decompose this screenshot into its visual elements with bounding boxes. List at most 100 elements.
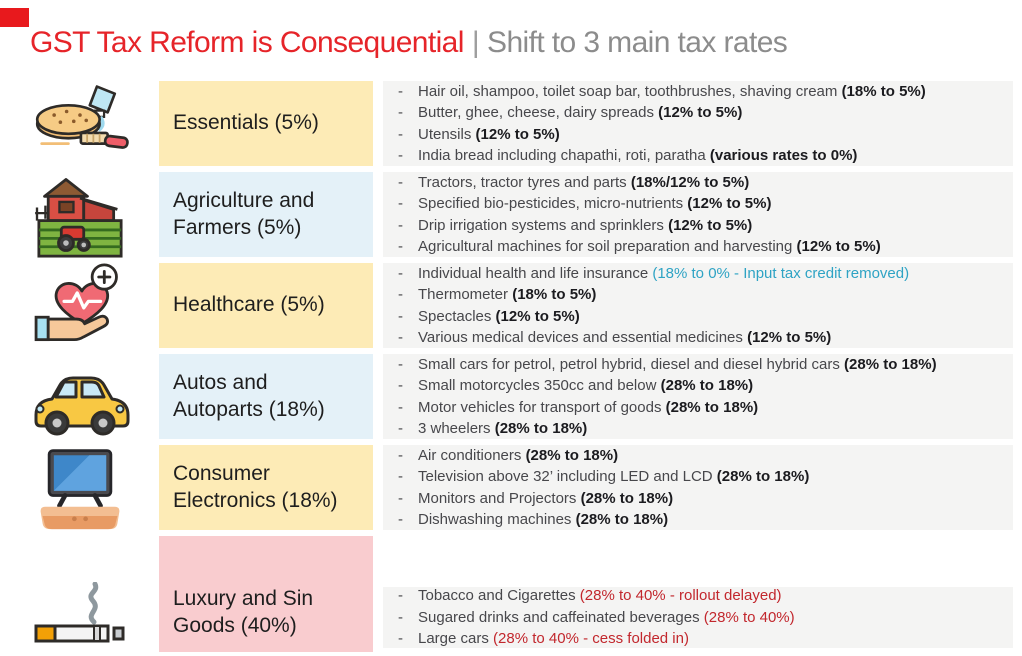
rate-change-note: (12% to 5%) bbox=[668, 216, 753, 234]
bullet-text: Dishwashing machines (28% to 18%) bbox=[418, 510, 669, 528]
bullet-dash: - bbox=[398, 398, 403, 416]
bullet-text: Butter, ghee, cheese, dairy spreads (12%… bbox=[418, 104, 743, 122]
bullet-item: - Monitors and Projectors (28% to 18%) bbox=[398, 488, 1005, 509]
bullet-dash: - bbox=[398, 489, 403, 507]
rate-change-note: (12% to 5%) bbox=[796, 237, 881, 255]
rate-change-note: (28% to 18%) bbox=[844, 355, 937, 373]
category-rows: Essentials (5%) - Hair oil, shampoo, toil… bbox=[0, 81, 1022, 652]
category-label-box: Healthcare (5%) bbox=[159, 263, 373, 348]
bullet-dash: - bbox=[398, 195, 403, 213]
bullet-text: Drip irrigation systems and sprinklers (… bbox=[418, 216, 753, 234]
bread-toothbrush-icon bbox=[0, 81, 159, 166]
bullet-text: Small cars for petrol, petrol hybrid, di… bbox=[418, 355, 937, 373]
row-essentials: Essentials (5%) - Hair oil, shampoo, toil… bbox=[0, 81, 1022, 166]
bullet-item: - Agricultural machines for soil preparat… bbox=[398, 236, 1005, 257]
bullet-item: - Dishwashing machines (28% to 18%) bbox=[398, 509, 1005, 530]
bullet-text: Television above 32’ including LED and L… bbox=[418, 468, 810, 486]
rate-change-note: (18% to 0% - Input tax credit removed) bbox=[652, 264, 910, 282]
farm-icon bbox=[0, 172, 159, 258]
row-autos: Autos and Autoparts (18%) - Small cars fo… bbox=[0, 354, 1022, 439]
bullet-item: - Spectacles (12% to 5%) bbox=[398, 306, 1005, 327]
bullet-dash: - bbox=[398, 286, 403, 304]
category-label: Agriculture and Farmers (5%) bbox=[173, 188, 315, 239]
bullet-item: - Drip irrigation systems and sprinklers … bbox=[398, 215, 1005, 236]
rate-change-note: (12% to 5%) bbox=[747, 328, 832, 346]
heart-hand-icon bbox=[0, 262, 159, 348]
item-list: - Air conditioners (28% to 18%) - Televisio… bbox=[383, 445, 1013, 530]
item-list: - Tractors, tractor tyres and parts (18%/… bbox=[383, 172, 1013, 257]
bullet-text: Motor vehicles for transport of goods (2… bbox=[418, 398, 759, 416]
rate-change-note: (18% to 5%) bbox=[512, 286, 597, 304]
television-icon bbox=[0, 445, 159, 530]
bullet-item: - Tractors, tractor tyres and parts (18%/… bbox=[398, 172, 1005, 193]
bullet-text: Thermometer (18% to 5%) bbox=[418, 286, 597, 304]
rate-change-note: (12% to 5%) bbox=[658, 104, 743, 122]
bullet-text: Large cars (28% to 40% - cess folded in) bbox=[418, 630, 689, 648]
item-list: - Small cars for petrol, petrol hybrid, d… bbox=[383, 354, 1013, 439]
bullet-dash: - bbox=[398, 446, 403, 464]
bullet-text: Small motorcycles 350cc and below (28% t… bbox=[418, 377, 754, 395]
bullet-dash: - bbox=[398, 608, 403, 626]
bullet-text: Spectacles (12% to 5%) bbox=[418, 307, 580, 325]
bullet-dash: - bbox=[398, 264, 403, 282]
category-label-box: Essentials (5%) bbox=[159, 81, 373, 166]
rate-change-note: (28% to 18%) bbox=[494, 419, 588, 437]
category-label: Consumer Electronics (18%) bbox=[173, 461, 338, 512]
bullet-dash: - bbox=[398, 146, 403, 164]
bullet-dash: - bbox=[398, 328, 403, 346]
cigarette-icon bbox=[0, 536, 159, 652]
rate-change-note: (18% to 5%) bbox=[841, 82, 926, 100]
bullet-dash: - bbox=[398, 377, 403, 395]
bullet-dash: - bbox=[398, 630, 403, 648]
rate-change-note: (28% to 18%) bbox=[580, 489, 674, 507]
slide-title: GST Tax Reform is Consequential | Shift to… bbox=[30, 26, 788, 60]
category-label-box: Luxury and Sin Goods (40%) bbox=[159, 536, 373, 652]
bullet-text: Individual health and life insurance (18… bbox=[418, 264, 910, 282]
bullet-dash: - bbox=[398, 468, 403, 486]
bullet-dash: - bbox=[398, 237, 403, 255]
bullet-text: Tractors, tractor tyres and parts (18%/1… bbox=[418, 173, 750, 191]
rate-change-note: (12% to 5%) bbox=[495, 307, 580, 325]
bullet-item: - India bread including chapathi, roti, p… bbox=[398, 145, 1005, 166]
rate-change-note: (various rates to 0%) bbox=[709, 146, 858, 164]
bullet-item: - Individual health and life insurance (1… bbox=[398, 263, 1005, 284]
bullet-dash: - bbox=[398, 510, 403, 528]
bullet-dash: - bbox=[398, 355, 403, 373]
rate-change-note: (28% to 18%) bbox=[525, 446, 619, 464]
bullet-item: - Sugared drinks and caffeinated beverage… bbox=[398, 607, 1005, 628]
category-label: Luxury and Sin Goods (40%) bbox=[173, 587, 314, 637]
item-list: - Hair oil, shampoo, toilet soap bar, too… bbox=[383, 81, 1013, 166]
bullet-text: Monitors and Projectors (28% to 18%) bbox=[418, 489, 674, 507]
title-divider: | bbox=[471, 26, 480, 59]
bullet-dash: - bbox=[398, 587, 403, 605]
row-consumer-electronics: Consumer Electronics (18%) - Air conditio… bbox=[0, 445, 1022, 530]
bullet-item: - Motor vehicles for transport of goods (… bbox=[398, 397, 1005, 418]
bullet-text: Specified bio-pesticides, micro-nutrient… bbox=[418, 195, 772, 213]
category-label-box: Agriculture and Farmers (5%) bbox=[159, 172, 373, 257]
bullet-dash: - bbox=[398, 307, 403, 325]
row-healthcare: Healthcare (5%) - Individual health and l… bbox=[0, 262, 1022, 348]
bullet-dash: - bbox=[398, 419, 403, 437]
bullet-item: - Butter, ghee, cheese, dairy spreads (12… bbox=[398, 102, 1005, 123]
rate-change-note: (28% to 18%) bbox=[716, 468, 810, 486]
bullet-item: - Specified bio-pesticides, micro-nutrien… bbox=[398, 193, 1005, 214]
rate-change-note: (28% to 18%) bbox=[575, 510, 669, 528]
rate-change-note: (28% to 40% - cess folded in) bbox=[493, 630, 689, 648]
bullet-dash: - bbox=[398, 82, 403, 100]
rate-change-note: (12% to 5%) bbox=[687, 195, 772, 213]
bullet-item: - Thermometer (18% to 5%) bbox=[398, 284, 1005, 305]
bullet-item: - Small motorcycles 350cc and below (28% … bbox=[398, 375, 1005, 396]
red-accent-bar bbox=[0, 8, 29, 27]
rate-change-note: (18%/12% to 5%) bbox=[630, 173, 750, 191]
bullet-dash: - bbox=[398, 173, 403, 191]
rate-change-note: (28% to 40%) bbox=[703, 608, 795, 626]
bullet-text: Agricultural machines for soil preparati… bbox=[418, 237, 881, 255]
bullet-item: -3 wheelers (28% to 18%) bbox=[398, 418, 1005, 439]
slide-title-main: GST Tax Reform is Consequential bbox=[30, 26, 464, 59]
bullet-item: - Various medical devices and essential m… bbox=[398, 327, 1005, 348]
bullet-text: Tobacco and Cigarettes (28% to 40% - rol… bbox=[418, 587, 782, 605]
category-label: Essentials (5%) bbox=[173, 111, 319, 135]
row-luxury-sin-goods: Luxury and Sin Goods (40%) - Tobacco and … bbox=[0, 536, 1022, 652]
bullet-item: - Large cars (28% to 40% - cess folded in… bbox=[398, 628, 1005, 649]
bullet-item: - Small cars for petrol, petrol hybrid, d… bbox=[398, 354, 1005, 375]
